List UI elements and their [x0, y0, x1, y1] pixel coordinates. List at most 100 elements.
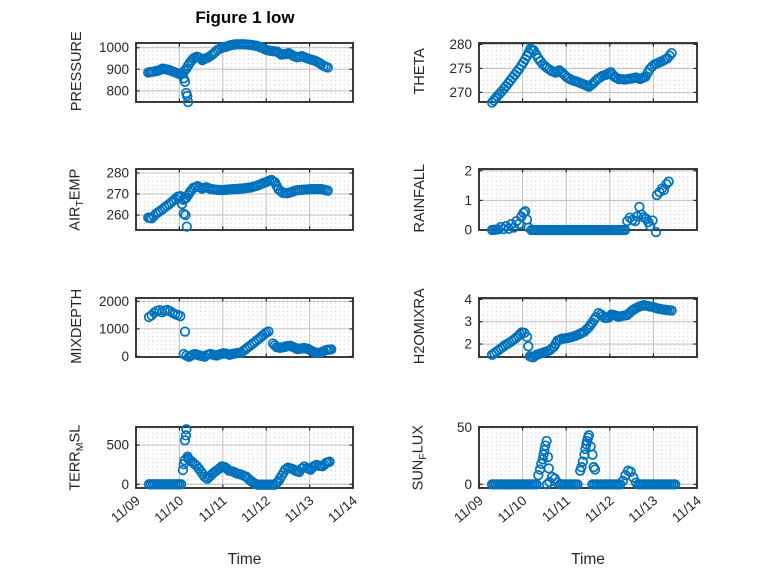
- data-marker: [175, 479, 187, 490]
- data-marker: [182, 96, 194, 108]
- series-markers: [486, 176, 674, 238]
- y-label-text: PRESSURE: [68, 30, 85, 111]
- subplot-pressure: 800 900 1000: [99, 39, 354, 108]
- data-marker: [651, 189, 663, 201]
- y-tick-label: 2: [464, 337, 472, 352]
- data-marker: [658, 184, 670, 196]
- data-marker: [179, 76, 191, 87]
- data-marker: [531, 479, 542, 490]
- x-tick-label: 11/13: [626, 493, 661, 526]
- data-marker: [182, 90, 193, 102]
- series-markers: [143, 424, 335, 490]
- y-tick-label: 900: [106, 62, 129, 77]
- data-marker: [577, 456, 588, 467]
- data-marker: [661, 178, 672, 190]
- data-marker: [179, 326, 191, 337]
- subplot-sun-flux: 0 50 11/09 11/10 11/11 11/12 11/13 11/14 Time: [451, 420, 704, 568]
- subplot-rainfall: 0 1 2: [464, 163, 698, 238]
- y-tick-label: 0: [121, 477, 129, 492]
- data-marker: [179, 435, 191, 446]
- data-marker: [175, 311, 186, 322]
- data-marker: [650, 226, 662, 238]
- major-grid: [136, 298, 353, 357]
- data-marker: [541, 479, 553, 490]
- y-tick-label: 280: [449, 37, 472, 52]
- series-markers: [143, 304, 337, 363]
- y-tick-label: 500: [106, 438, 129, 453]
- y-label-subscript: T: [74, 199, 87, 207]
- y-label-text: H2OMIXRA: [411, 287, 428, 364]
- x-tick-label: 11/12: [238, 493, 273, 526]
- subplot-h2omixra: 2 3 4: [464, 292, 698, 363]
- series-markers: [143, 174, 333, 232]
- data-marker: [542, 451, 554, 463]
- x-tick-label: 11/14: [325, 492, 360, 525]
- data-marker: [541, 435, 552, 447]
- data-marker: [181, 221, 192, 232]
- data-marker: [645, 221, 656, 232]
- figure-title: Figure 1 low: [195, 8, 295, 27]
- series-markers: [486, 430, 681, 490]
- y-label-text: TERR: [67, 450, 84, 491]
- y-label-text: THETA: [411, 47, 428, 94]
- data-marker: [587, 449, 598, 460]
- y-tick-label: 260: [106, 208, 129, 223]
- y-tick-label: 1: [464, 193, 472, 208]
- y-tick-label: 0: [121, 349, 129, 364]
- x-tick-label: 11/12: [582, 493, 617, 526]
- data-marker: [263, 326, 274, 337]
- data-marker: [664, 50, 675, 61]
- data-marker: [543, 463, 554, 474]
- data-marker: [181, 424, 192, 435]
- subplot-terr-msl: 0 500 11/09 11/10 11/11 11/12 11/13 11/14 Time: [106, 424, 360, 568]
- subplot-mixdepth: 0 1000 2000: [99, 294, 354, 364]
- y-tick-label: 2000: [99, 294, 129, 309]
- subplot-air-temp: 260 270 280: [106, 165, 354, 232]
- data-marker: [663, 176, 674, 187]
- data-marker: [322, 62, 333, 73]
- axes-box: [135, 297, 354, 358]
- y-tick-label: 0: [464, 477, 472, 492]
- data-marker: [322, 185, 333, 196]
- y-tick-label: 1000: [99, 40, 129, 55]
- data-marker: [177, 464, 189, 476]
- data-marker: [670, 479, 681, 490]
- minor-grid: [136, 169, 353, 230]
- x-tick-label: 11/13: [282, 493, 317, 526]
- major-grid: [479, 169, 697, 230]
- data-marker: [324, 456, 335, 467]
- y-tick-label: 275: [449, 61, 472, 76]
- y-tick-label: 1000: [99, 321, 129, 336]
- data-marker: [178, 208, 189, 219]
- data-marker: [176, 198, 188, 210]
- data-marker: [182, 453, 194, 464]
- y-label-text: AIR: [67, 206, 84, 231]
- data-marker: [666, 47, 677, 59]
- axes-box: [478, 42, 698, 103]
- data-marker: [625, 466, 636, 477]
- data-marker: [617, 475, 629, 487]
- y-tick-label: 2: [464, 163, 472, 178]
- data-marker: [537, 454, 548, 465]
- data-marker: [628, 472, 639, 483]
- data-marker: [576, 462, 587, 473]
- data-marker: [523, 341, 534, 352]
- data-marker: [326, 344, 337, 355]
- data-marker: [583, 430, 595, 441]
- x-tick-label: 11/14: [669, 492, 704, 525]
- axes-box: [135, 426, 354, 489]
- y-axis-label-sun-flux: SUNFLUX: [410, 367, 429, 547]
- series-markers: [143, 39, 333, 108]
- axes-box: [478, 426, 698, 489]
- y-tick-label: 280: [106, 165, 129, 180]
- x-axis-label: Time: [228, 551, 262, 568]
- tick-marks: [135, 427, 354, 488]
- data-marker: [589, 464, 601, 475]
- series-markers: [486, 43, 677, 108]
- data-marker: [521, 331, 533, 343]
- y-tick-label: 270: [106, 187, 129, 202]
- x-tick-label: 11/10: [495, 493, 530, 526]
- y-label-text: SL: [67, 424, 84, 442]
